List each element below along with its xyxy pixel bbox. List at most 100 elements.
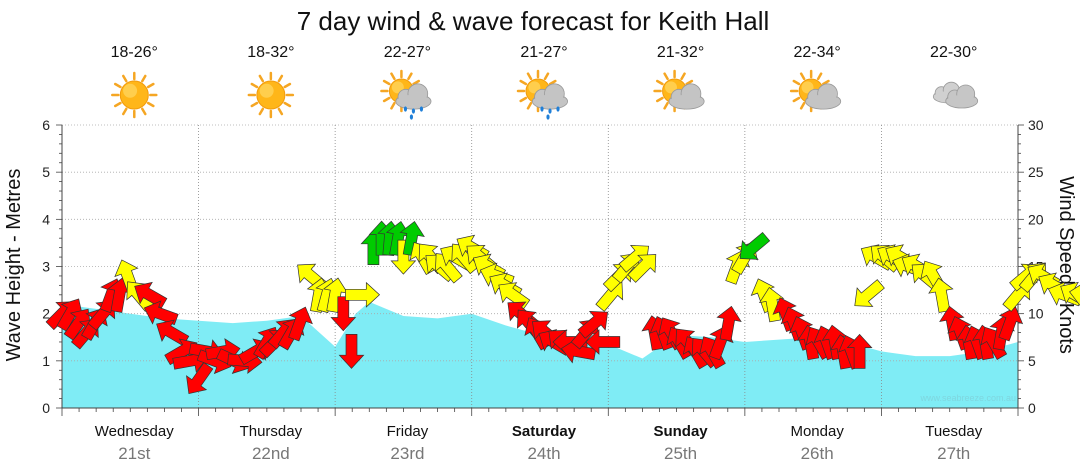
sun-ray xyxy=(283,101,292,108)
day-date-label: 24th xyxy=(527,444,560,463)
left-tick-label: 1 xyxy=(42,353,50,369)
day-temperature-label: 22-34° xyxy=(793,44,840,61)
sun-ray xyxy=(122,74,128,83)
sun-ray xyxy=(390,101,396,110)
wind-arrow xyxy=(739,231,771,260)
sun-ray xyxy=(799,72,806,81)
sun-ray xyxy=(799,101,806,110)
sun-ray xyxy=(526,72,533,81)
day-temperature-label: 18-26° xyxy=(111,44,158,61)
chart-title: 7 day wind & wave forecast for Keith Hal… xyxy=(297,6,770,36)
rain-drop xyxy=(419,106,424,112)
sun-ray xyxy=(822,79,830,86)
cloud-shape xyxy=(945,84,979,109)
left-tick-label: 5 xyxy=(42,164,50,180)
sun-cloud-rain-icon xyxy=(516,69,569,120)
sun-ray xyxy=(122,107,128,116)
right-tick-label: 20 xyxy=(1028,211,1044,227)
sun-ray xyxy=(277,74,284,83)
day-date-label: 27th xyxy=(937,444,970,463)
sunny-icon xyxy=(247,71,295,119)
sun-ray xyxy=(113,82,122,89)
wind-arrow xyxy=(577,311,609,339)
sun-ray xyxy=(685,79,694,86)
sun-ray xyxy=(113,101,122,108)
sun-ray xyxy=(663,101,669,110)
sun-ray xyxy=(146,82,155,89)
sun-highlight xyxy=(259,83,274,98)
day-name-label: Saturday xyxy=(512,423,577,440)
day-temperature-label: 18-32° xyxy=(247,44,294,61)
day-name-label: Thursday xyxy=(240,423,303,440)
sun-highlight xyxy=(801,81,814,94)
day-name-label: Monday xyxy=(790,423,844,440)
left-tick-label: 3 xyxy=(42,259,50,275)
right-tick-label: 10 xyxy=(1028,306,1044,322)
cloud-shape xyxy=(532,83,569,110)
wind-arrow xyxy=(345,281,381,308)
right-tick-label: 30 xyxy=(1028,117,1044,133)
sun-ray xyxy=(250,82,259,89)
rain-drop xyxy=(546,114,550,120)
sun-ray xyxy=(680,72,686,81)
wind-arrow xyxy=(627,254,657,283)
day-temperature-label: 22-27° xyxy=(384,44,431,61)
sun-highlight xyxy=(664,81,677,94)
sun-ray xyxy=(141,74,147,83)
left-tick-label: 0 xyxy=(42,400,50,416)
day-temperature-label: 21-32° xyxy=(657,44,704,61)
day-date-label: 22nd xyxy=(252,444,290,463)
sun-ray xyxy=(382,79,391,86)
cloud-shape xyxy=(395,83,432,110)
cloud-shape xyxy=(805,83,842,110)
cloud-shape xyxy=(668,83,705,110)
wind-arrow xyxy=(390,239,417,275)
sun-ray xyxy=(258,107,265,116)
sun-ray xyxy=(792,79,801,86)
cloud-fill xyxy=(396,94,430,108)
sun-ray xyxy=(146,101,155,108)
right-tick-label: 25 xyxy=(1028,164,1044,180)
cloud-fill xyxy=(670,94,704,108)
cloud-fill xyxy=(533,94,567,108)
wind-arrow xyxy=(143,300,179,326)
day-date-label: 25th xyxy=(664,444,697,463)
right-axis-label: Wind Speed - Knots xyxy=(1055,176,1077,354)
sun-ray xyxy=(663,72,669,81)
cloudy-icon xyxy=(932,81,979,109)
wind-arrow xyxy=(846,333,873,369)
left-axis-label: Wave Height - Metres xyxy=(3,169,25,362)
day-temperature-label: 22-30° xyxy=(930,44,977,61)
wind-arrow xyxy=(338,334,365,369)
sun-ray xyxy=(390,72,396,81)
sun-ray xyxy=(543,72,550,81)
day-date-label: 23rd xyxy=(390,444,424,463)
wind-arrow xyxy=(585,329,621,355)
day-name-label: Wednesday xyxy=(95,423,174,440)
wind-arrow xyxy=(998,306,1024,342)
sun-ray xyxy=(519,79,528,86)
sun-ray xyxy=(548,79,557,86)
sunny-icon xyxy=(111,71,158,119)
sun-ray xyxy=(656,96,664,103)
sun-ray xyxy=(258,74,265,83)
sun-highlight xyxy=(123,83,138,98)
cloud-fill xyxy=(806,94,840,108)
wind-arrow xyxy=(854,279,885,307)
wind-arrow xyxy=(186,362,214,395)
left-tick-label: 6 xyxy=(42,117,50,133)
sun-ray xyxy=(407,72,413,81)
plot-area: 0123456051015202530Wednesday21st18-26°Th… xyxy=(42,44,1080,463)
sun-ray xyxy=(141,107,147,116)
sun-ray xyxy=(283,82,292,89)
sun-shape xyxy=(247,71,295,119)
rain-drop xyxy=(411,108,416,114)
sun-ray xyxy=(382,96,391,103)
rain-drop xyxy=(409,114,414,120)
right-tick-label: 0 xyxy=(1028,400,1036,416)
rain-drop xyxy=(556,106,560,112)
day-temperature-label: 21-27° xyxy=(520,44,567,61)
wind-arrow xyxy=(330,296,357,332)
